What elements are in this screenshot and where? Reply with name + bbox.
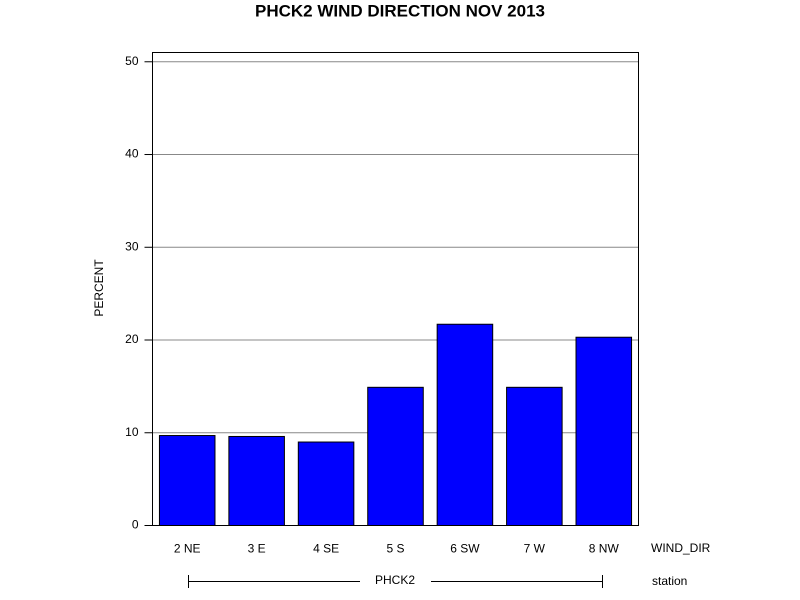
group-axis-label: station (652, 574, 687, 588)
bar (158, 435, 216, 527)
y-tick-label: 0 (132, 518, 139, 532)
group-label: PHCK2 (375, 573, 415, 587)
bar (575, 336, 633, 526)
y-axis-label: PERCENT (92, 259, 106, 317)
bar (367, 386, 424, 527)
y-tick-label: 40 (125, 147, 139, 161)
y-tick-label: 10 (125, 425, 139, 439)
y-tick-label: 30 (125, 239, 139, 253)
y-tick-label: 50 (125, 54, 139, 68)
chart-title: PHCK2 WIND DIRECTION NOV 2013 (255, 1, 545, 20)
bar (228, 435, 285, 526)
y-tick-label: 20 (125, 332, 139, 346)
group-bracket (188, 575, 603, 588)
bar (436, 323, 494, 526)
x-tick-label: 2 NE (174, 542, 201, 556)
x-tick-label: 8 NW (589, 542, 620, 556)
x-tick-label: 6 SW (450, 542, 480, 556)
x-tick-label: 7 W (524, 542, 546, 556)
x-axis-label: WIND_DIR (651, 541, 711, 555)
bar (506, 386, 563, 527)
x-tick-label: 5 S (386, 542, 404, 556)
x-tick-label: 3 E (248, 542, 266, 556)
plot-frame (152, 52, 639, 526)
x-tick-label: 4 SE (313, 542, 339, 556)
bar (297, 441, 355, 527)
